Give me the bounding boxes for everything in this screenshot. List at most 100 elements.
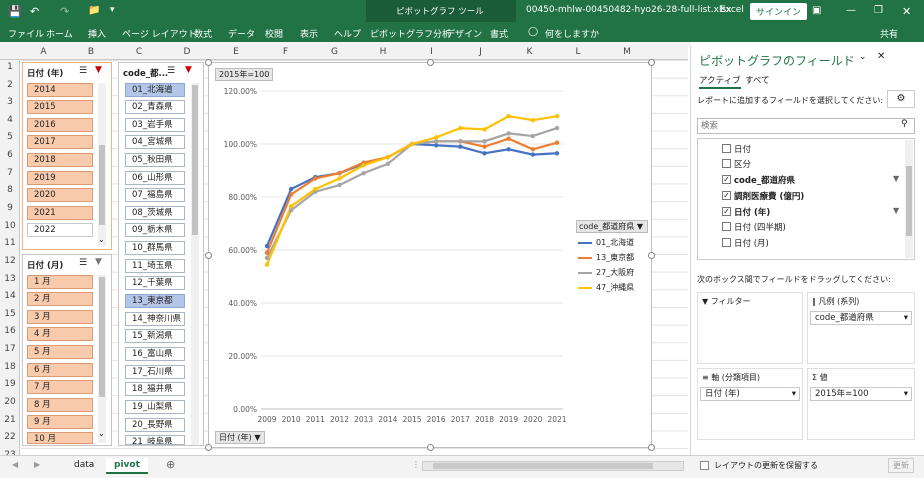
slicer-item[interactable]: 07_福島県: [125, 188, 185, 202]
slicer-item[interactable]: 11_埼玉県: [125, 259, 185, 273]
resize-handle[interactable]: [648, 444, 655, 451]
slicer-item[interactable]: 2017: [27, 135, 93, 149]
row-header[interactable]: 9: [7, 203, 13, 213]
column-header[interactable]: B: [87, 47, 95, 57]
filter-area[interactable]: ▼ フィルター: [697, 292, 803, 364]
tab-help[interactable]: ヘルプ: [334, 30, 362, 40]
open-folder-icon[interactable]: 📁: [88, 5, 101, 16]
row-header[interactable]: 17: [4, 344, 16, 354]
data-point[interactable]: [385, 155, 391, 160]
value-field-button[interactable]: 2015年=100: [215, 68, 274, 81]
field-item[interactable]: 区分: [722, 158, 751, 171]
slicer-item[interactable]: 2 月: [27, 292, 93, 306]
legend-entry[interactable]: 01_北海道: [576, 236, 648, 251]
update-button[interactable]: 更新: [888, 458, 914, 473]
share-button[interactable]: 共有: [880, 30, 899, 40]
slicer-item[interactable]: 13_東京都: [125, 294, 185, 308]
row-header[interactable]: 13: [4, 274, 16, 284]
tab-design[interactable]: デザイン: [446, 30, 483, 40]
tab-review[interactable]: 校閲: [265, 30, 284, 40]
data-point[interactable]: [337, 170, 342, 176]
legend-entry[interactable]: 27_大阪府: [576, 266, 648, 281]
row-header[interactable]: 11: [4, 238, 16, 248]
slicer-item[interactable]: 05_秋田県: [125, 153, 185, 167]
legend-area-field[interactable]: code_都道府県 ▾: [810, 311, 912, 325]
resize-handle[interactable]: [427, 444, 434, 451]
tab-insert[interactable]: 挿入: [88, 30, 107, 40]
data-point[interactable]: [337, 176, 342, 181]
row-header[interactable]: 10: [4, 221, 16, 231]
slicer-scrollbar[interactable]: [191, 83, 199, 445]
data-point[interactable]: [288, 186, 294, 192]
data-point[interactable]: [482, 151, 487, 156]
axis-area-field[interactable]: 日付 (年) ▾: [700, 387, 800, 401]
row-header[interactable]: 16: [4, 326, 16, 336]
ribbon-display-icon[interactable]: ▣: [812, 5, 822, 16]
resize-handle[interactable]: [205, 252, 212, 259]
row-header[interactable]: 18: [4, 362, 16, 372]
close-icon[interactable]: ✕: [877, 51, 886, 62]
slicer-item[interactable]: 17_石川県: [125, 365, 185, 379]
slicer-item[interactable]: 2022: [27, 223, 93, 237]
save-icon[interactable]: 💾: [8, 5, 22, 18]
scrollbar-thumb[interactable]: [99, 145, 105, 225]
axis-field-button[interactable]: 日付 (年) ▼: [215, 431, 265, 444]
chevron-down-icon[interactable]: ⌄: [98, 429, 105, 438]
data-point[interactable]: [433, 139, 439, 144]
resize-handle[interactable]: [648, 252, 655, 259]
slicer-item[interactable]: 16_富山県: [125, 347, 185, 361]
slicer-item[interactable]: 2015: [27, 100, 93, 114]
add-sheet-icon[interactable]: ⊕: [166, 458, 176, 471]
slicer-item[interactable]: 4 月: [27, 327, 93, 341]
data-point[interactable]: [506, 147, 511, 152]
checkbox[interactable]: [722, 238, 731, 247]
column-header[interactable]: I: [430, 47, 433, 57]
scrollbar-thumb[interactable]: [99, 277, 105, 397]
checkbox-checked[interactable]: ✓: [722, 191, 731, 200]
slicer-item[interactable]: 06_山形県: [125, 171, 185, 185]
sheet-tab-pivot[interactable]: pivot: [106, 458, 148, 474]
column-header[interactable]: L: [575, 47, 581, 57]
data-point[interactable]: [482, 144, 487, 149]
data-point[interactable]: [458, 139, 463, 144]
slicer-item[interactable]: 2021: [27, 206, 93, 220]
row-header[interactable]: 8: [7, 185, 13, 195]
slicer-item[interactable]: 08_茨城県: [125, 206, 185, 220]
tab-formulas[interactable]: 数式: [194, 30, 213, 40]
restore-icon[interactable]: ❐: [874, 5, 883, 16]
scrollbar-thumb[interactable]: [906, 166, 912, 236]
slicer-item[interactable]: 2016: [27, 118, 93, 132]
row-header[interactable]: 15: [4, 309, 16, 319]
data-point[interactable]: [554, 125, 560, 131]
slicer-item[interactable]: 18_福井県: [125, 382, 185, 396]
data-point[interactable]: [530, 133, 536, 139]
checkbox-checked[interactable]: ✓: [722, 175, 731, 184]
gear-icon[interactable]: ⚙: [887, 90, 915, 108]
next-sheet-icon[interactable]: ▶: [34, 460, 41, 469]
data-point[interactable]: [409, 141, 415, 147]
data-point[interactable]: [482, 139, 487, 144]
data-point[interactable]: [458, 144, 463, 149]
data-point[interactable]: [264, 243, 270, 249]
data-point[interactable]: [264, 262, 270, 267]
slicer-month[interactable]: 日付 (月) ☰ ▼ 1 月 2 月 3 月 4 月 5 月 6 月 7 月 8…: [22, 254, 112, 446]
slicer-item[interactable]: 2019: [27, 171, 93, 185]
tab-format[interactable]: 書式: [490, 30, 509, 40]
slicer-item[interactable]: 15_新潟県: [125, 329, 185, 343]
tab-pivotchart-analyze[interactable]: ピボットグラフ分析: [370, 30, 452, 40]
data-point[interactable]: [554, 113, 560, 119]
slicer-item[interactable]: 7 月: [27, 380, 93, 394]
undo-icon[interactable]: ↶: [30, 5, 40, 18]
data-point[interactable]: [530, 152, 536, 157]
data-point[interactable]: [385, 161, 391, 167]
data-point[interactable]: [264, 250, 270, 255]
series-line[interactable]: [265, 115, 558, 265]
slicer-item[interactable]: 5 月: [27, 345, 93, 359]
row-header[interactable]: 1: [7, 62, 13, 72]
field-item[interactable]: 日付 (四半期): [722, 221, 786, 234]
clear-filter-icon[interactable]: ▼: [95, 65, 102, 75]
clear-filter-icon[interactable]: ▼: [185, 65, 192, 75]
slicer-item[interactable]: 12_千葉県: [125, 276, 185, 290]
close-icon[interactable]: ✕: [902, 5, 912, 18]
chevron-down-icon[interactable]: ▾: [903, 313, 908, 323]
